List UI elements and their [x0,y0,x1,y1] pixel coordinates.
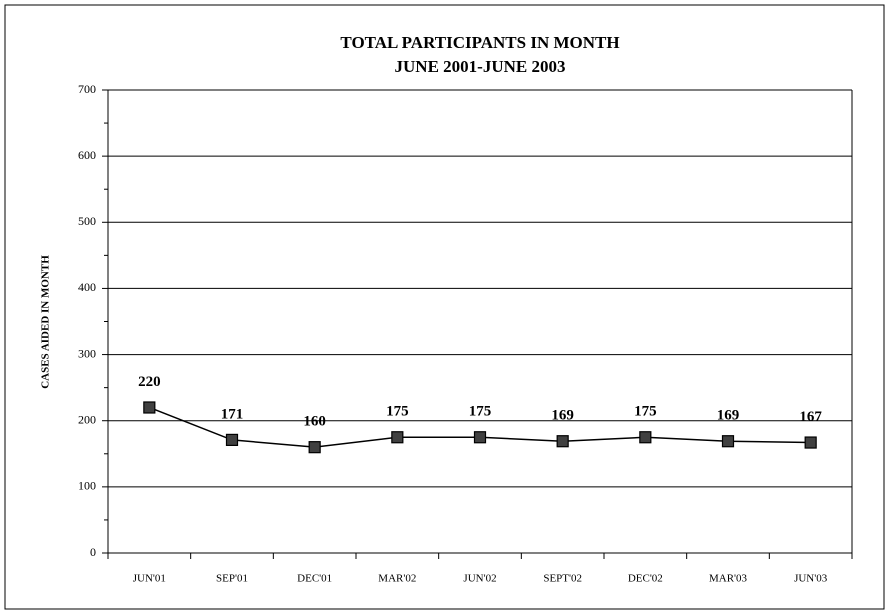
data-label: 169 [551,408,574,424]
x-tick-label: DEC'02 [628,573,663,585]
y-tick-label: 200 [78,412,96,426]
marker [721,435,735,448]
marker [391,431,404,444]
marker [556,435,569,448]
x-tick-label: JUN'01 [133,573,166,585]
data-label: 167 [799,409,822,425]
y-tick-label: 300 [78,346,96,360]
data-label: 160 [303,414,326,430]
x-tick-label: DEC'01 [297,573,332,585]
y-tick-label: 600 [78,148,96,162]
chart-subtitle: JUNE 2001-JUNE 2003 [395,57,566,76]
x-tick-label: SEP'01 [216,573,248,585]
frame [4,4,885,610]
x-tick-label: MAR'02 [378,573,416,585]
data-label: 171 [221,406,244,422]
y-tick-label: 100 [78,479,96,493]
marker [639,431,652,444]
data-label: 175 [634,404,657,420]
y-tick-label: 0 [90,545,96,559]
chart-title: TOTAL PARTICIPANTS IN MONTH [340,33,619,52]
x-tick-label: JUN'03 [794,573,828,585]
y-axis-label: CASES AIDED IN MONTH [40,255,52,389]
data-label: 175 [469,404,492,420]
x-tick-label: MAR'03 [709,573,748,585]
data-label: 169 [717,408,740,424]
data-label: 220 [138,374,161,390]
data-label: 175 [386,404,409,420]
y-tick-label: 700 [78,82,96,96]
marker [225,433,239,446]
x-tick-label: SEPT'02 [543,573,582,585]
marker [308,441,321,454]
marker [143,401,156,414]
y-tick-label: 400 [78,280,96,294]
marker [473,431,487,444]
marker [804,436,817,449]
x-tick-label: JUN'02 [463,573,496,585]
y-tick-label: 500 [78,214,96,228]
